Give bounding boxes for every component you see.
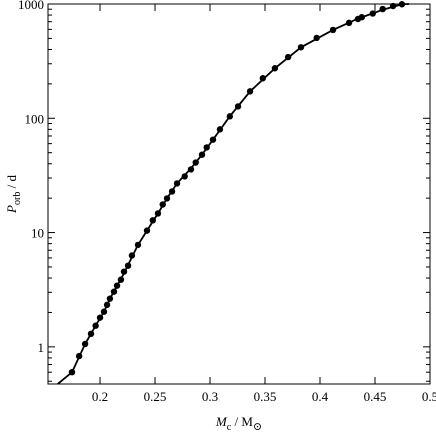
data-point: [398, 1, 406, 8]
x-tick-label: 0.4: [312, 389, 329, 404]
x-tick-label: 0.3: [202, 389, 218, 404]
x-tick-label: 0.25: [144, 389, 167, 404]
axis-unit: / d: [4, 175, 19, 192]
data-point: [389, 2, 397, 10]
data-point: [87, 330, 95, 338]
x-tick-label: 0.5: [422, 389, 436, 404]
x-tick-label: 0.35: [254, 389, 277, 404]
data-point: [143, 227, 151, 234]
data-point: [246, 88, 254, 95]
y-axis-label: Porb / d: [4, 175, 23, 214]
axis-symbol: P: [4, 205, 19, 214]
data-point: [154, 210, 162, 217]
axis-subscript: c: [227, 422, 232, 433]
data-point: [271, 65, 279, 72]
data-point: [329, 26, 337, 34]
data-point: [192, 159, 199, 166]
data-point: [106, 295, 114, 302]
data-point: [134, 241, 142, 249]
data-point: [358, 14, 366, 21]
axis-unit: / M: [231, 414, 253, 429]
data-point: [120, 268, 128, 275]
data-point: [96, 314, 104, 321]
data-point: [81, 340, 89, 348]
data-point: [369, 10, 377, 17]
data-point: [226, 113, 234, 120]
data-point: [149, 217, 157, 224]
data-point: [128, 252, 136, 259]
axis-symbol: M: [215, 414, 228, 429]
data-point: [159, 201, 166, 208]
data-point: [92, 322, 99, 329]
plot-frame: [47, 3, 431, 385]
data-point: [379, 5, 386, 13]
axis-subscript: orb: [12, 192, 23, 205]
data-point: [113, 282, 121, 289]
x-tick-label: 0.2: [92, 389, 108, 404]
data-point: [124, 262, 132, 269]
data-point: [117, 276, 125, 283]
x-tick-label: 0.45: [364, 389, 387, 404]
data-point: [198, 151, 206, 158]
y-tick-label: 10: [31, 226, 44, 241]
axis-unit-subscript: ⊙: [253, 421, 262, 433]
y-tick-label: 100: [25, 111, 45, 126]
data-point: [168, 188, 176, 195]
curve: [57, 3, 410, 385]
data-point: [103, 301, 111, 309]
x-axis-label: Mc / M⊙: [215, 414, 262, 433]
data-point: [110, 288, 118, 295]
data-point: [345, 19, 353, 27]
data-point: [216, 126, 224, 133]
data-point: [234, 103, 242, 110]
data-point: [75, 352, 83, 360]
data-point: [297, 44, 305, 51]
data-point: [187, 166, 195, 173]
data-point: [163, 195, 171, 202]
data-point: [68, 368, 76, 376]
data-point: [173, 180, 181, 187]
y-tick-label: 1: [38, 340, 45, 355]
data-point: [181, 173, 188, 180]
data-point: [284, 53, 292, 61]
data-point: [203, 144, 210, 151]
data-point: [313, 34, 320, 42]
data-point: [209, 136, 217, 143]
y-tick-label: 1000: [18, 0, 44, 12]
data-point: [100, 308, 108, 315]
data-point: [259, 75, 267, 82]
